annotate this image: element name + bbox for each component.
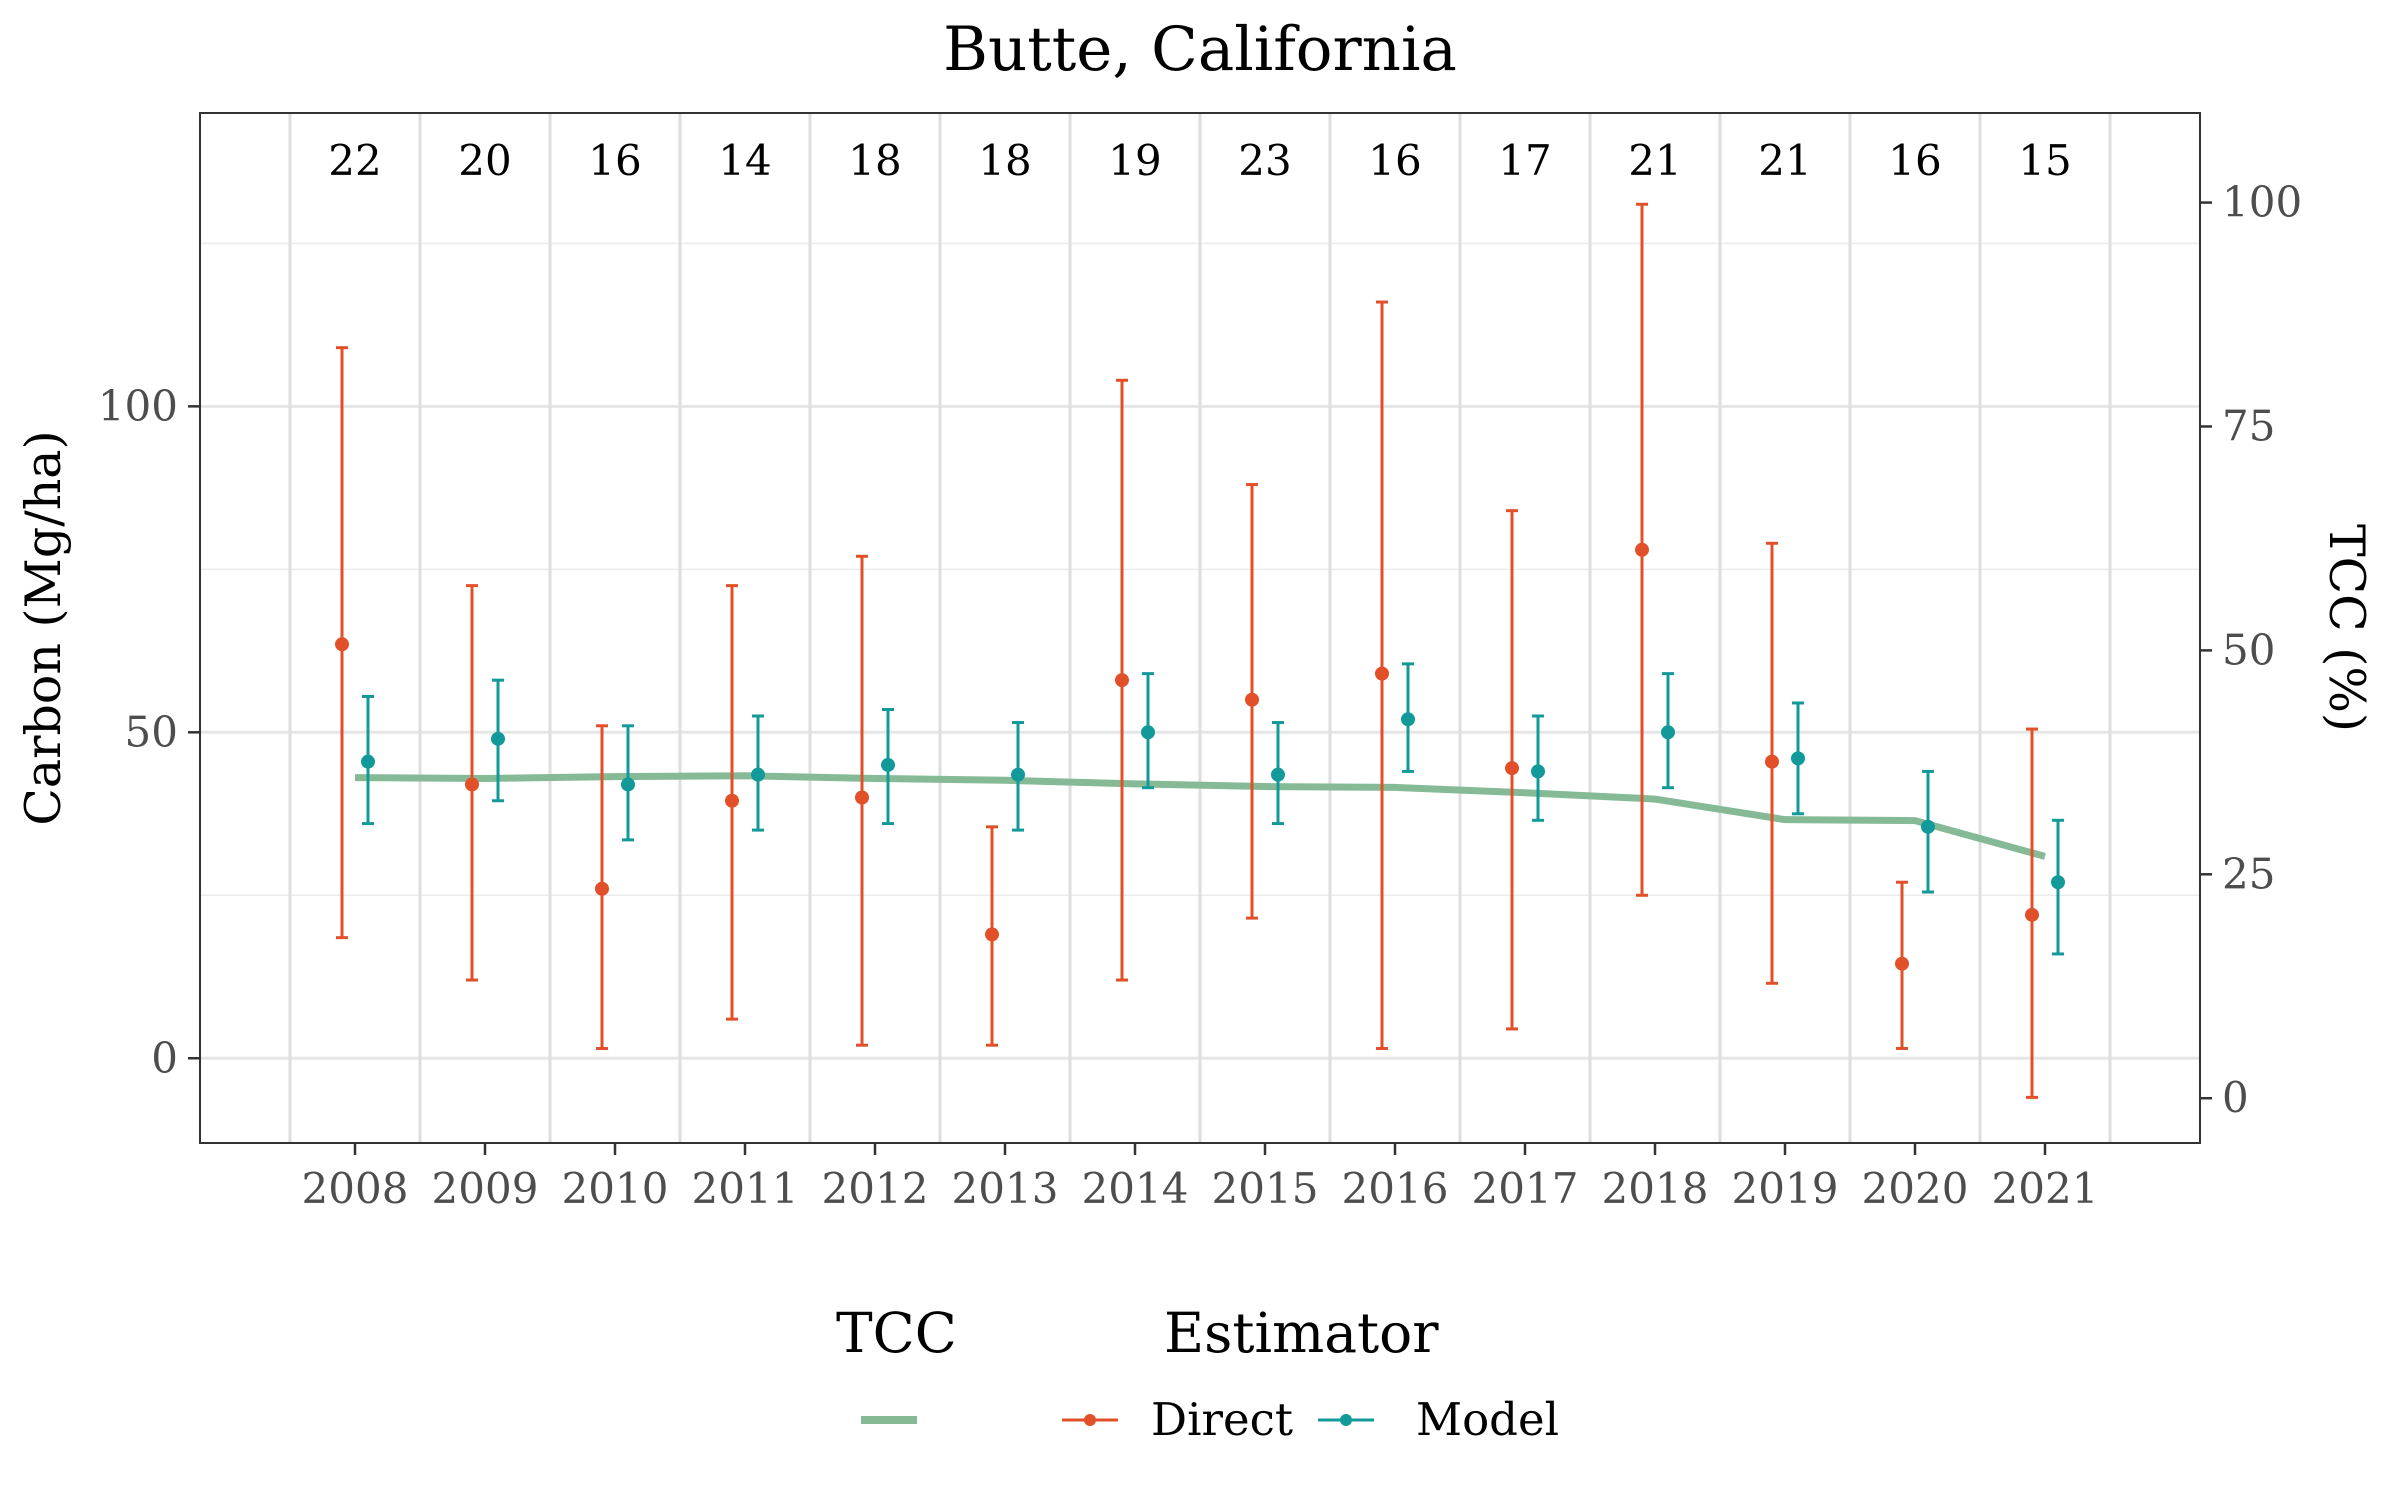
- point-direct: [985, 927, 999, 942]
- x-tick-label: 2019: [1732, 1164, 1839, 1213]
- point-direct: [1375, 666, 1389, 681]
- point-model: [1401, 712, 1415, 727]
- count-label: 23: [1238, 136, 1291, 185]
- count-label: 14: [718, 136, 771, 185]
- count-labels: 22 20 16 14 18 18 19 23 16 17 21 21 16 15: [328, 136, 2071, 185]
- count-label: 21: [1758, 136, 1811, 185]
- x-tick-label: 2014: [1082, 1164, 1189, 1213]
- count-label: 19: [1108, 136, 1161, 185]
- y2-tick-label: 100: [2222, 178, 2302, 227]
- count-label: 16: [588, 136, 641, 185]
- x-tick-label: 2011: [692, 1164, 799, 1213]
- x-tick-label: 2017: [1472, 1164, 1579, 1213]
- count-label: 20: [458, 136, 511, 185]
- point-direct: [465, 777, 479, 792]
- point-direct: [1635, 542, 1649, 557]
- point-model: [1531, 764, 1545, 779]
- point-direct: [855, 790, 869, 805]
- legend-label-direct: Direct: [1151, 1393, 1293, 1446]
- y2-tick-label: 50: [2222, 625, 2275, 674]
- y2-tick-label: 0: [2222, 1073, 2249, 1122]
- x-tick-label: 2016: [1342, 1164, 1449, 1213]
- point-model: [1791, 751, 1805, 766]
- chart-title: Butte, California: [943, 14, 1457, 85]
- legend-key-direct: [1062, 1414, 1118, 1426]
- y-axis-title: Carbon (Mg/ha): [15, 430, 72, 825]
- x-tick-label: 2015: [1212, 1164, 1319, 1213]
- count-label: 16: [1368, 136, 1421, 185]
- point-model: [751, 767, 765, 782]
- x-tick-label: 2021: [1992, 1164, 2099, 1213]
- x-tick-label: 2009: [432, 1164, 539, 1213]
- y2-axis-title: TCC (%): [2318, 524, 2375, 732]
- y2-tick-label: 75: [2222, 401, 2275, 450]
- point-direct: [2025, 907, 2039, 922]
- point-model: [1141, 725, 1155, 740]
- count-label: 22: [328, 136, 381, 185]
- x-tick-label: 2018: [1602, 1164, 1709, 1213]
- x-tick-label: 2010: [562, 1164, 669, 1213]
- point-direct: [1765, 754, 1779, 769]
- point-model: [1661, 725, 1675, 740]
- point-model: [881, 757, 895, 772]
- count-label: 21: [1628, 136, 1681, 185]
- legend: TCC Estimator Direct Model: [836, 1301, 1559, 1446]
- x-tick-label: 2020: [1862, 1164, 1969, 1213]
- point-direct: [1505, 761, 1519, 776]
- count-label: 18: [848, 136, 901, 185]
- plot-panel-border: [199, 112, 2201, 1144]
- y-tick-label: 0: [151, 1033, 178, 1082]
- tcc-line: [354, 772, 2046, 860]
- point-model: [1921, 819, 1935, 834]
- count-label: 15: [2018, 136, 2071, 185]
- x-tick-label: 2012: [822, 1164, 929, 1213]
- point-model: [2051, 875, 2065, 890]
- grid: [200, 113, 2200, 1143]
- estimator-series: [335, 202, 2065, 1099]
- point-direct: [1245, 692, 1259, 707]
- legend-label-model: Model: [1416, 1393, 1559, 1446]
- legend-key-model: [1318, 1414, 1374, 1426]
- axes: 2008 2009 2010 2011 2012 2013 2014 2015 2016 2017…: [98, 178, 2302, 1213]
- point-model: [621, 777, 635, 792]
- count-label: 17: [1498, 136, 1551, 185]
- x-tick-label: 2013: [952, 1164, 1059, 1213]
- point-direct: [1895, 956, 1909, 971]
- x-tick-label: 2008: [302, 1164, 409, 1213]
- legend-title-estimator: Estimator: [1164, 1301, 1439, 1365]
- count-label: 16: [1888, 136, 1941, 185]
- point-model: [491, 731, 505, 746]
- y-tick-label: 50: [125, 707, 178, 756]
- y-tick-label: 100: [98, 381, 178, 430]
- point-direct: [335, 637, 349, 652]
- count-label: 18: [978, 136, 1031, 185]
- point-model: [361, 754, 375, 769]
- point-model: [1011, 767, 1025, 782]
- point-direct: [595, 881, 609, 896]
- legend-title-tcc: TCC: [836, 1301, 957, 1365]
- point-direct: [725, 793, 739, 808]
- point-direct: [1115, 673, 1129, 688]
- y2-tick-label: 25: [2222, 849, 2275, 898]
- tcc-series: [354, 772, 2046, 860]
- point-model: [1271, 767, 1285, 782]
